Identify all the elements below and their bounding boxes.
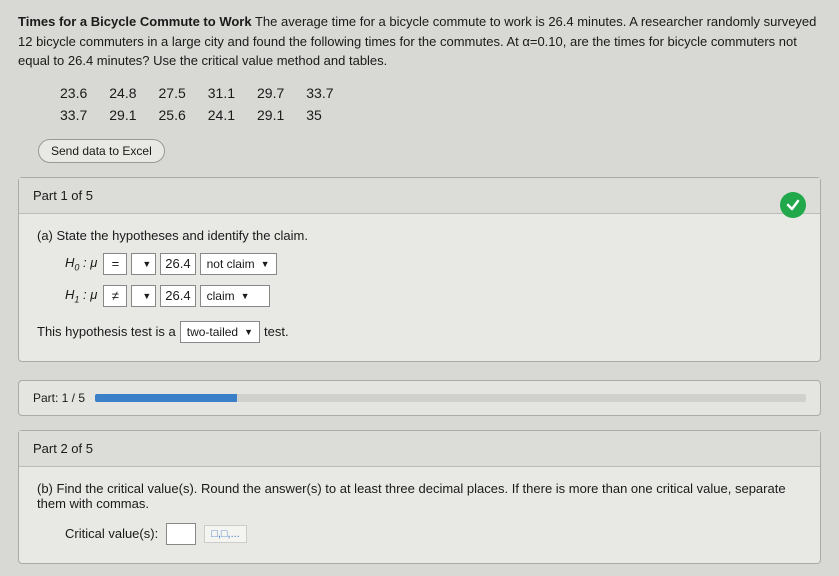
chevron-down-icon: ▼ (142, 259, 151, 269)
sentence-post: test. (264, 324, 289, 339)
send-to-excel-button[interactable]: Send data to Excel (38, 139, 165, 163)
data-cell: 35 (296, 105, 343, 125)
h0-claim-dropdown[interactable]: not claim ▼ (200, 253, 277, 275)
data-cell: 27.5 (149, 83, 196, 103)
sentence-pre: This hypothesis test is a (37, 324, 176, 339)
chevron-down-icon: ▼ (241, 291, 250, 301)
data-cell: 25.6 (149, 105, 196, 125)
data-cell: 29.7 (247, 83, 294, 103)
data-cell: 29.1 (247, 105, 294, 125)
check-icon (780, 192, 806, 218)
h0-operator-box[interactable]: = (103, 253, 127, 275)
critical-value-row: Critical value(s): □,□,... (65, 523, 802, 545)
chevron-down-icon: ▼ (142, 291, 151, 301)
data-cell: 33.7 (296, 83, 343, 103)
chevron-down-icon: ▼ (244, 327, 253, 337)
h1-operator-box[interactable]: ≠ (103, 285, 127, 307)
list-template-button[interactable]: □,□,... (204, 525, 247, 543)
part-2-panel: Part 2 of 5 (b) Find the critical value(… (18, 430, 821, 564)
h0-value-box[interactable]: 26.4 (160, 253, 195, 275)
progress-bar (95, 394, 806, 402)
h0-claim-text: not claim (207, 257, 255, 271)
h0-row: H0 : μ = ▼ 26.4 not claim ▼ (65, 253, 802, 275)
data-cell: 29.1 (99, 105, 146, 125)
h1-claim-text: claim (207, 289, 235, 303)
progress-label: Part: 1 / 5 (33, 391, 85, 405)
tail-dropdown[interactable]: two-tailed ▼ (180, 321, 260, 343)
h0-label: H0 : μ (65, 255, 97, 273)
data-cell: 24.8 (99, 83, 146, 103)
data-cell: 33.7 (50, 105, 97, 125)
progress-fill (95, 394, 237, 402)
h1-value-box[interactable]: 26.4 (160, 285, 195, 307)
problem-title: Times for a Bicycle Commute to Work (18, 14, 252, 29)
h1-operator-dropdown[interactable]: ▼ (131, 285, 156, 307)
problem-statement: Times for a Bicycle Commute to Work The … (18, 12, 821, 71)
data-cell: 24.1 (198, 105, 245, 125)
part-1-prompt: (a) State the hypotheses and identify th… (37, 228, 802, 243)
h0-operator-dropdown[interactable]: ▼ (131, 253, 156, 275)
tail-text: two-tailed (187, 325, 238, 339)
data-cell: 23.6 (50, 83, 97, 103)
h1-label: H1 : μ (65, 287, 97, 305)
h1-row: H1 : μ ≠ ▼ 26.4 claim ▼ (65, 285, 802, 307)
part-1-header: Part 1 of 5 (19, 178, 820, 214)
part-2-header: Part 2 of 5 (19, 431, 820, 467)
chevron-down-icon: ▼ (261, 259, 270, 269)
part-2-prompt: (b) Find the critical value(s). Round th… (37, 481, 802, 511)
h1-claim-dropdown[interactable]: claim ▼ (200, 285, 270, 307)
data-table: 23.6 24.8 27.5 31.1 29.7 33.7 33.7 29.1 … (48, 81, 346, 127)
critical-value-input[interactable] (166, 523, 196, 545)
part-1-panel: Part 1 of 5 (a) State the hypotheses and… (18, 177, 821, 362)
table-row: 23.6 24.8 27.5 31.1 29.7 33.7 (50, 83, 344, 103)
tail-sentence: This hypothesis test is a two-tailed ▼ te… (37, 321, 802, 343)
critical-value-label: Critical value(s): (65, 526, 158, 541)
data-cell: 31.1 (198, 83, 245, 103)
progress-row: Part: 1 / 5 (18, 380, 821, 416)
table-row: 33.7 29.1 25.6 24.1 29.1 35 (50, 105, 344, 125)
